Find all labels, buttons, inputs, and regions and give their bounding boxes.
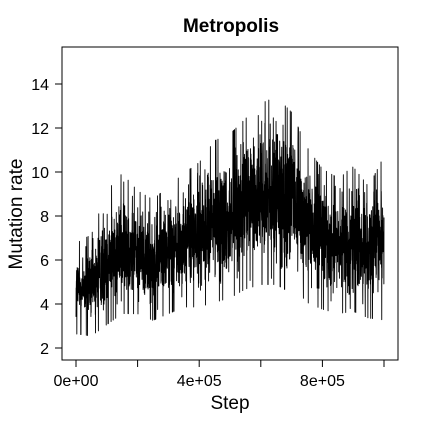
y-tick-label: 2 <box>40 341 49 358</box>
x-tick-label: 8e+05 <box>300 373 345 390</box>
y-tick-label: 10 <box>31 165 49 182</box>
x-tick-label: 4e+05 <box>177 373 222 390</box>
chart-title: Metropolis <box>183 16 279 37</box>
y-tick-label: 4 <box>40 297 49 314</box>
mutation-rate-trace <box>75 99 385 336</box>
y-tick-label: 8 <box>40 209 49 226</box>
x-axis: 0e+00 4e+05 8e+05 <box>54 359 385 390</box>
y-axis-label: Mutation rate <box>6 159 27 270</box>
trace-series <box>75 99 385 336</box>
y-tick-label: 12 <box>31 121 49 138</box>
x-axis-label: Step <box>210 393 249 414</box>
y-tick-label: 14 <box>31 77 49 94</box>
y-axis: 2 4 6 8 10 12 14 <box>31 77 63 358</box>
y-tick-label: 6 <box>40 253 49 270</box>
x-tick-label: 0e+00 <box>54 373 99 390</box>
